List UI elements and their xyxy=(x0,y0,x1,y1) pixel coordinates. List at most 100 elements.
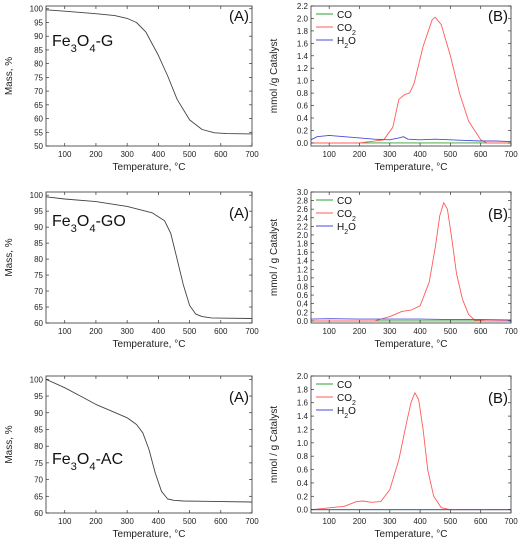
y-tick-label: 1.4 xyxy=(297,412,309,421)
y-tick-label: 80 xyxy=(34,255,43,264)
y-tick-label: 90 xyxy=(34,223,43,232)
legend-label-part: 2 xyxy=(344,413,348,420)
y-tick-label: 95 xyxy=(34,392,43,401)
series-line-3 xyxy=(310,134,512,143)
y-tick-label: 1.4 xyxy=(297,52,309,61)
legend-label: CO xyxy=(337,196,352,207)
y-tick-label: 60 xyxy=(34,319,43,328)
series-line-2 xyxy=(310,392,511,511)
x-tick-label: 600 xyxy=(214,327,228,336)
y-tick-label: 75 xyxy=(34,271,43,280)
x-tick-label: 200 xyxy=(353,517,367,526)
x-tick-label: 300 xyxy=(383,517,397,526)
y-tick-label: 2.2 xyxy=(297,222,309,231)
x-tick-label: 100 xyxy=(58,517,72,526)
legend-label-part: O xyxy=(348,406,356,417)
y-tick-label: 2.0 xyxy=(297,231,309,240)
y-tick-label: 2.0 xyxy=(297,372,309,381)
y-tick-label: 0.2 xyxy=(297,126,309,135)
y-tick-label: 1.6 xyxy=(297,399,309,408)
x-tick-label: 100 xyxy=(323,150,337,159)
x-tick-label: 600 xyxy=(474,517,488,526)
plot-frame xyxy=(45,375,253,514)
y-tick-label: 1.0 xyxy=(297,439,309,448)
y-tick-label: 1.2 xyxy=(297,425,309,434)
y-axis-label: Mass, % xyxy=(4,57,15,95)
legend-label: H2O xyxy=(337,406,356,420)
x-tick-label: 400 xyxy=(413,150,427,159)
y-tick-label: 50 xyxy=(34,142,43,151)
y-tick-label: 2.8 xyxy=(297,197,309,206)
series-line-1 xyxy=(45,378,253,503)
y-tick-label: 1.0 xyxy=(297,77,309,86)
x-tick-label: 400 xyxy=(152,327,166,336)
y-tick-label: 75 xyxy=(34,73,43,82)
x-tick-label: 400 xyxy=(413,517,427,526)
y-tick-label: 70 xyxy=(34,287,43,296)
y-tick-label: 1.2 xyxy=(297,64,309,73)
x-axis-label: Temperature, °C xyxy=(113,529,186,540)
y-tick-label: 0.8 xyxy=(297,452,309,461)
y-tick-label: 0.6 xyxy=(297,466,309,475)
x-tick-label: 600 xyxy=(474,327,488,336)
y-tick-label: 95 xyxy=(34,207,43,216)
y-tick-label: 85 xyxy=(34,46,43,55)
series-line-1 xyxy=(45,9,253,135)
legend-label: CO2 xyxy=(337,209,356,223)
y-tick-label: 2.6 xyxy=(297,205,309,214)
legend-label-part: CO xyxy=(337,196,352,207)
material-label-part: Fe xyxy=(52,451,71,468)
material-label-part: -GO xyxy=(96,213,126,230)
panel-label: (B) xyxy=(488,390,508,407)
x-axis-label: Temperature, °C xyxy=(113,162,186,173)
y-tick-label: 0.6 xyxy=(297,102,309,111)
legend-label-part: H xyxy=(337,222,344,233)
material-label-part: 4 xyxy=(89,461,95,473)
y-tick-label: 1.8 xyxy=(297,240,309,249)
plot-frame xyxy=(45,191,253,324)
legend-label-part: CO xyxy=(337,393,352,404)
y-tick-label: 0.0 xyxy=(297,139,309,148)
material-label: Fe3O4-GO xyxy=(52,213,126,235)
y-axis-label: Mass, % xyxy=(4,425,15,463)
y-tick-label: 70 xyxy=(34,87,43,96)
x-tick-label: 100 xyxy=(58,150,72,159)
x-tick-label: 600 xyxy=(214,517,228,526)
legend-label: H2O xyxy=(337,222,356,236)
y-tick-label: 80 xyxy=(34,60,43,69)
y-tick-label: 95 xyxy=(34,18,43,27)
chart-panel-4: 100 200 300 400 500 600 7000.00.20.40.60.81.01… xyxy=(269,188,518,350)
y-tick-label: 0.2 xyxy=(297,308,309,317)
x-tick-label: 500 xyxy=(444,517,458,526)
y-tick-label: 80 xyxy=(34,442,43,451)
x-tick-label: 200 xyxy=(89,150,103,159)
y-tick-label: 75 xyxy=(34,459,43,468)
material-label-part: Fe xyxy=(52,33,71,50)
y-tick-label: 70 xyxy=(34,476,43,485)
y-tick-label: 60 xyxy=(34,115,43,124)
x-tick-label: 200 xyxy=(89,517,103,526)
x-tick-label: 300 xyxy=(383,327,397,336)
y-tick-label: 85 xyxy=(34,239,43,248)
x-tick-label: 200 xyxy=(353,150,367,159)
y-tick-label: 65 xyxy=(34,492,43,501)
plot-frame xyxy=(310,5,512,147)
panel-label: (B) xyxy=(488,8,508,25)
y-tick-label: 100 xyxy=(30,5,44,14)
legend-label-part: 2 xyxy=(352,400,356,407)
x-axis-label: Temperature, °C xyxy=(375,529,448,540)
y-tick-label: 0.6 xyxy=(297,291,309,300)
plot-frame xyxy=(45,5,253,147)
y-tick-label: 2.2 xyxy=(297,2,309,11)
legend-label-part: H xyxy=(337,406,344,417)
y-axis-label: mmol /g Catalyst xyxy=(269,39,280,114)
y-tick-label: 1.4 xyxy=(297,257,309,266)
x-tick-label: 100 xyxy=(323,327,337,336)
x-tick-label: 300 xyxy=(383,150,397,159)
chart-panel-1: 100 200 300 400 500 600 700 50 55 60 65 70 75 80 85 90 9… xyxy=(4,5,259,173)
y-tick-label: 90 xyxy=(34,32,43,41)
legend-label-part: CO xyxy=(337,209,352,220)
x-tick-label: 400 xyxy=(152,150,166,159)
plot-frame xyxy=(310,191,512,324)
